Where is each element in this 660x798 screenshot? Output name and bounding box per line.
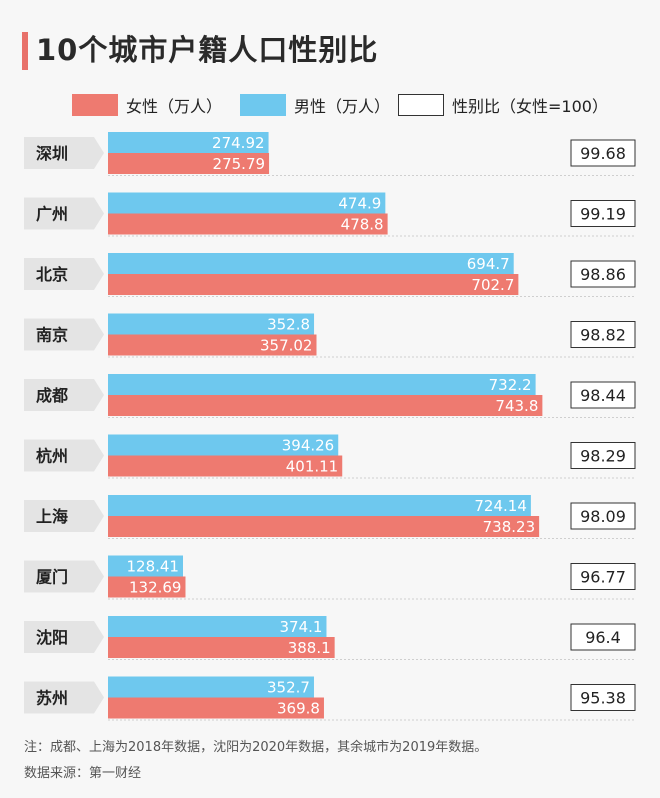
ratio-value-label: 98.86	[580, 265, 626, 284]
male-bar	[108, 616, 327, 637]
city-label-tag	[24, 500, 104, 532]
ratio-box	[570, 563, 636, 590]
female-bar	[108, 213, 388, 235]
female-value-label: 357.02	[260, 337, 313, 355]
female-value-label: 401.11	[286, 458, 339, 476]
ratio-value-label: 99.68	[580, 144, 626, 163]
ratio-box	[570, 623, 636, 651]
female-value-label: 478.8	[341, 216, 384, 234]
city-label: 沈阳	[36, 628, 68, 647]
ratio-value-label: 98.44	[580, 386, 626, 405]
city-label-tag	[24, 560, 104, 593]
city-label: 上海	[36, 507, 68, 526]
ratio-box	[570, 260, 636, 288]
ratio-value-label: 98.82	[580, 326, 626, 345]
legend-swatch-ratio	[398, 94, 444, 116]
legend-label-male: 男性（万人）	[294, 97, 391, 116]
city-label: 北京	[36, 265, 68, 284]
ratio-box	[570, 381, 636, 409]
city-label-tag	[24, 197, 104, 230]
female-value-label: 738.23	[483, 518, 536, 536]
female-value-label: 743.8	[495, 397, 538, 415]
legend-swatch-female	[72, 94, 118, 116]
female-bar	[108, 697, 324, 719]
male-value-label: 694.7	[467, 255, 510, 273]
female-value-label: 388.1	[288, 639, 331, 657]
male-value-label: 352.8	[267, 316, 310, 334]
male-bar	[108, 253, 514, 274]
city-label: 杭州	[36, 447, 68, 466]
city-label: 成都	[36, 386, 68, 405]
city-label-tag	[24, 318, 104, 351]
legend-item-female: 女性（万人）	[72, 90, 222, 120]
male-bar	[108, 132, 269, 153]
male-value-label: 474.9	[338, 195, 381, 213]
footnote: 注：成都、上海为2018年数据，沈阳为2020年数据，其余城市为2019年数据。	[24, 740, 488, 755]
female-bar	[108, 516, 540, 537]
legend-label-ratio: 性别比（女性=100）	[452, 97, 608, 116]
city-label-tag	[24, 621, 104, 653]
male-bar	[108, 434, 339, 456]
city-label-tag	[24, 258, 104, 290]
city-label: 南京	[36, 326, 68, 345]
female-bar	[108, 637, 335, 658]
ratio-value-label: 95.38	[580, 689, 626, 708]
legend: 女性（万人） 男性（万人） 性别比（女性=100）	[0, 90, 660, 120]
legend-label-female: 女性（万人）	[126, 97, 223, 116]
legend-item-ratio: 性别比（女性=100）	[398, 90, 608, 120]
male-value-label: 128.41	[126, 558, 179, 576]
ratio-value-label: 98.09	[580, 507, 626, 526]
ratio-box	[570, 139, 636, 167]
ratio-box	[570, 442, 636, 469]
female-bar	[108, 395, 543, 416]
female-value-label: 702.7	[471, 276, 514, 294]
city-label: 苏州	[36, 689, 68, 708]
ratio-box	[570, 321, 636, 348]
female-bar	[108, 153, 270, 174]
male-value-label: 374.1	[280, 618, 323, 636]
male-bar	[108, 555, 183, 577]
male-bar	[108, 313, 315, 335]
ratio-box	[570, 200, 636, 227]
legend-item-male: 男性（万人）	[240, 90, 390, 120]
female-value-label: 369.8	[277, 700, 320, 718]
data-source: 数据来源：第一财经	[24, 766, 142, 781]
male-value-label: 352.7	[267, 679, 310, 697]
ratio-value-label: 99.19	[580, 205, 626, 224]
ratio-value-label: 96.4	[585, 628, 621, 647]
city-label: 厦门	[36, 568, 68, 587]
city-label-tag	[24, 137, 104, 169]
bar-chart: 深圳 274.92 275.79 99.68 广州 474.9 478.8 99.19 北京 69…	[24, 132, 636, 721]
chart-title: 10个城市户籍人口性别比	[36, 33, 379, 67]
city-label: 广州	[36, 205, 68, 224]
title-accent-bar	[22, 32, 28, 70]
male-bar	[108, 192, 386, 214]
male-value-label: 724.14	[474, 497, 527, 515]
male-bar	[108, 374, 536, 395]
male-value-label: 394.26	[282, 437, 335, 455]
female-bar	[108, 274, 519, 295]
female-value-label: 132.69	[129, 579, 182, 597]
male-bar	[108, 495, 531, 516]
female-bar	[108, 455, 343, 477]
city-label-tag	[24, 681, 104, 714]
ratio-value-label: 98.29	[580, 447, 626, 466]
ratio-box	[570, 684, 636, 711]
female-bar	[108, 576, 186, 598]
male-value-label: 274.92	[212, 134, 265, 152]
legend-swatch-male	[240, 94, 286, 116]
female-bar	[108, 334, 317, 356]
ratio-box	[570, 502, 636, 530]
ratio-value-label: 96.77	[580, 568, 626, 587]
male-value-label: 732.2	[489, 376, 532, 394]
city-label-tag	[24, 439, 104, 472]
male-bar	[108, 676, 314, 698]
female-value-label: 275.79	[213, 155, 266, 173]
city-label-tag	[24, 379, 104, 411]
city-label: 深圳	[36, 144, 68, 163]
